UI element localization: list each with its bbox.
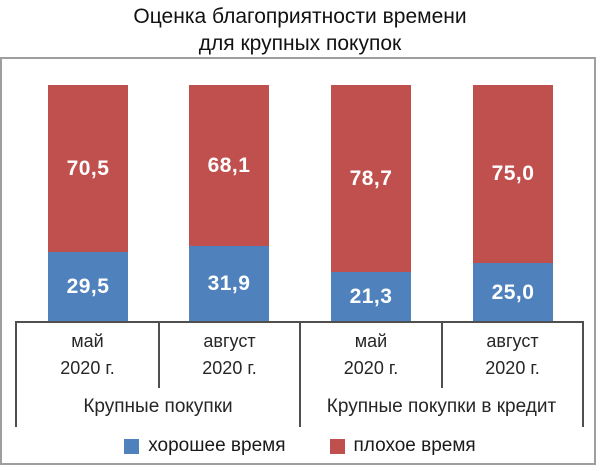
chart-title-line1: Оценка благоприятности времени <box>133 5 467 28</box>
axis-line-right <box>582 321 584 427</box>
category-cell-2: август 2020 г. <box>160 324 299 386</box>
category-month: август <box>203 331 256 351</box>
category-month: май <box>71 331 104 351</box>
axis-line-divider-1 <box>158 321 160 388</box>
value-label: 68,1 <box>207 153 251 177</box>
chart-title: Оценка благоприятности времени для крупн… <box>0 3 600 57</box>
value-label: 31,9 <box>207 272 251 295</box>
chart-title-line2: для крупных покупок <box>198 32 402 55</box>
category-cell-4: август 2020 г. <box>443 324 582 386</box>
axis-line-left <box>15 321 17 427</box>
segment-good-time: 21,3 <box>331 272 411 322</box>
legend-swatch-blue-icon <box>124 438 140 454</box>
group-label-large-purchases: Крупные покупки <box>83 396 233 417</box>
group-label-credit-purchases: Крупные покупки в кредит <box>326 396 557 417</box>
category-year: 2020 г. <box>485 358 540 378</box>
legend-label: хорошее время <box>148 435 286 456</box>
axis-line-divider-2 <box>441 321 443 388</box>
bar-may-large-purchases: 70,5 29,5 <box>48 85 128 322</box>
legend-swatch-red-icon <box>329 438 345 454</box>
segment-good-time: 29,5 <box>48 252 128 322</box>
bar-august-large-purchases: 68,1 31,9 <box>189 85 269 322</box>
legend-label: плохое время <box>353 435 476 456</box>
legend-item-bad-time: плохое время <box>329 435 476 457</box>
segment-bad-time: 78,7 <box>331 85 411 272</box>
value-label: 21,3 <box>349 285 393 308</box>
bar-august-credit-purchases: 75,0 25,0 <box>473 85 553 322</box>
bar-may-credit-purchases: 78,7 21,3 <box>331 85 411 322</box>
segment-bad-time: 70,5 <box>48 85 128 252</box>
value-label: 25,0 <box>491 280 535 304</box>
legend: хорошее время плохое время <box>0 432 600 460</box>
value-label: 75,0 <box>491 162 535 185</box>
segment-good-time: 25,0 <box>473 263 553 322</box>
segment-bad-time: 75,0 <box>473 85 553 263</box>
value-label: 78,7 <box>349 166 393 190</box>
category-year: 2020 г. <box>343 358 399 378</box>
segment-good-time: 31,9 <box>189 246 269 322</box>
category-cell-1: май 2020 г. <box>17 324 158 386</box>
segment-bad-time: 68,1 <box>189 85 269 246</box>
category-cell-3: май 2020 г. <box>301 324 441 386</box>
category-year: 2020 г. <box>202 358 257 378</box>
value-label: 70,5 <box>66 156 110 180</box>
legend-item-good-time: хорошее время <box>124 435 286 457</box>
category-month: август <box>486 331 539 351</box>
category-month: май <box>354 331 388 351</box>
axis-line-center <box>299 321 301 427</box>
value-label: 29,5 <box>66 275 110 298</box>
category-year: 2020 г. <box>60 358 115 378</box>
